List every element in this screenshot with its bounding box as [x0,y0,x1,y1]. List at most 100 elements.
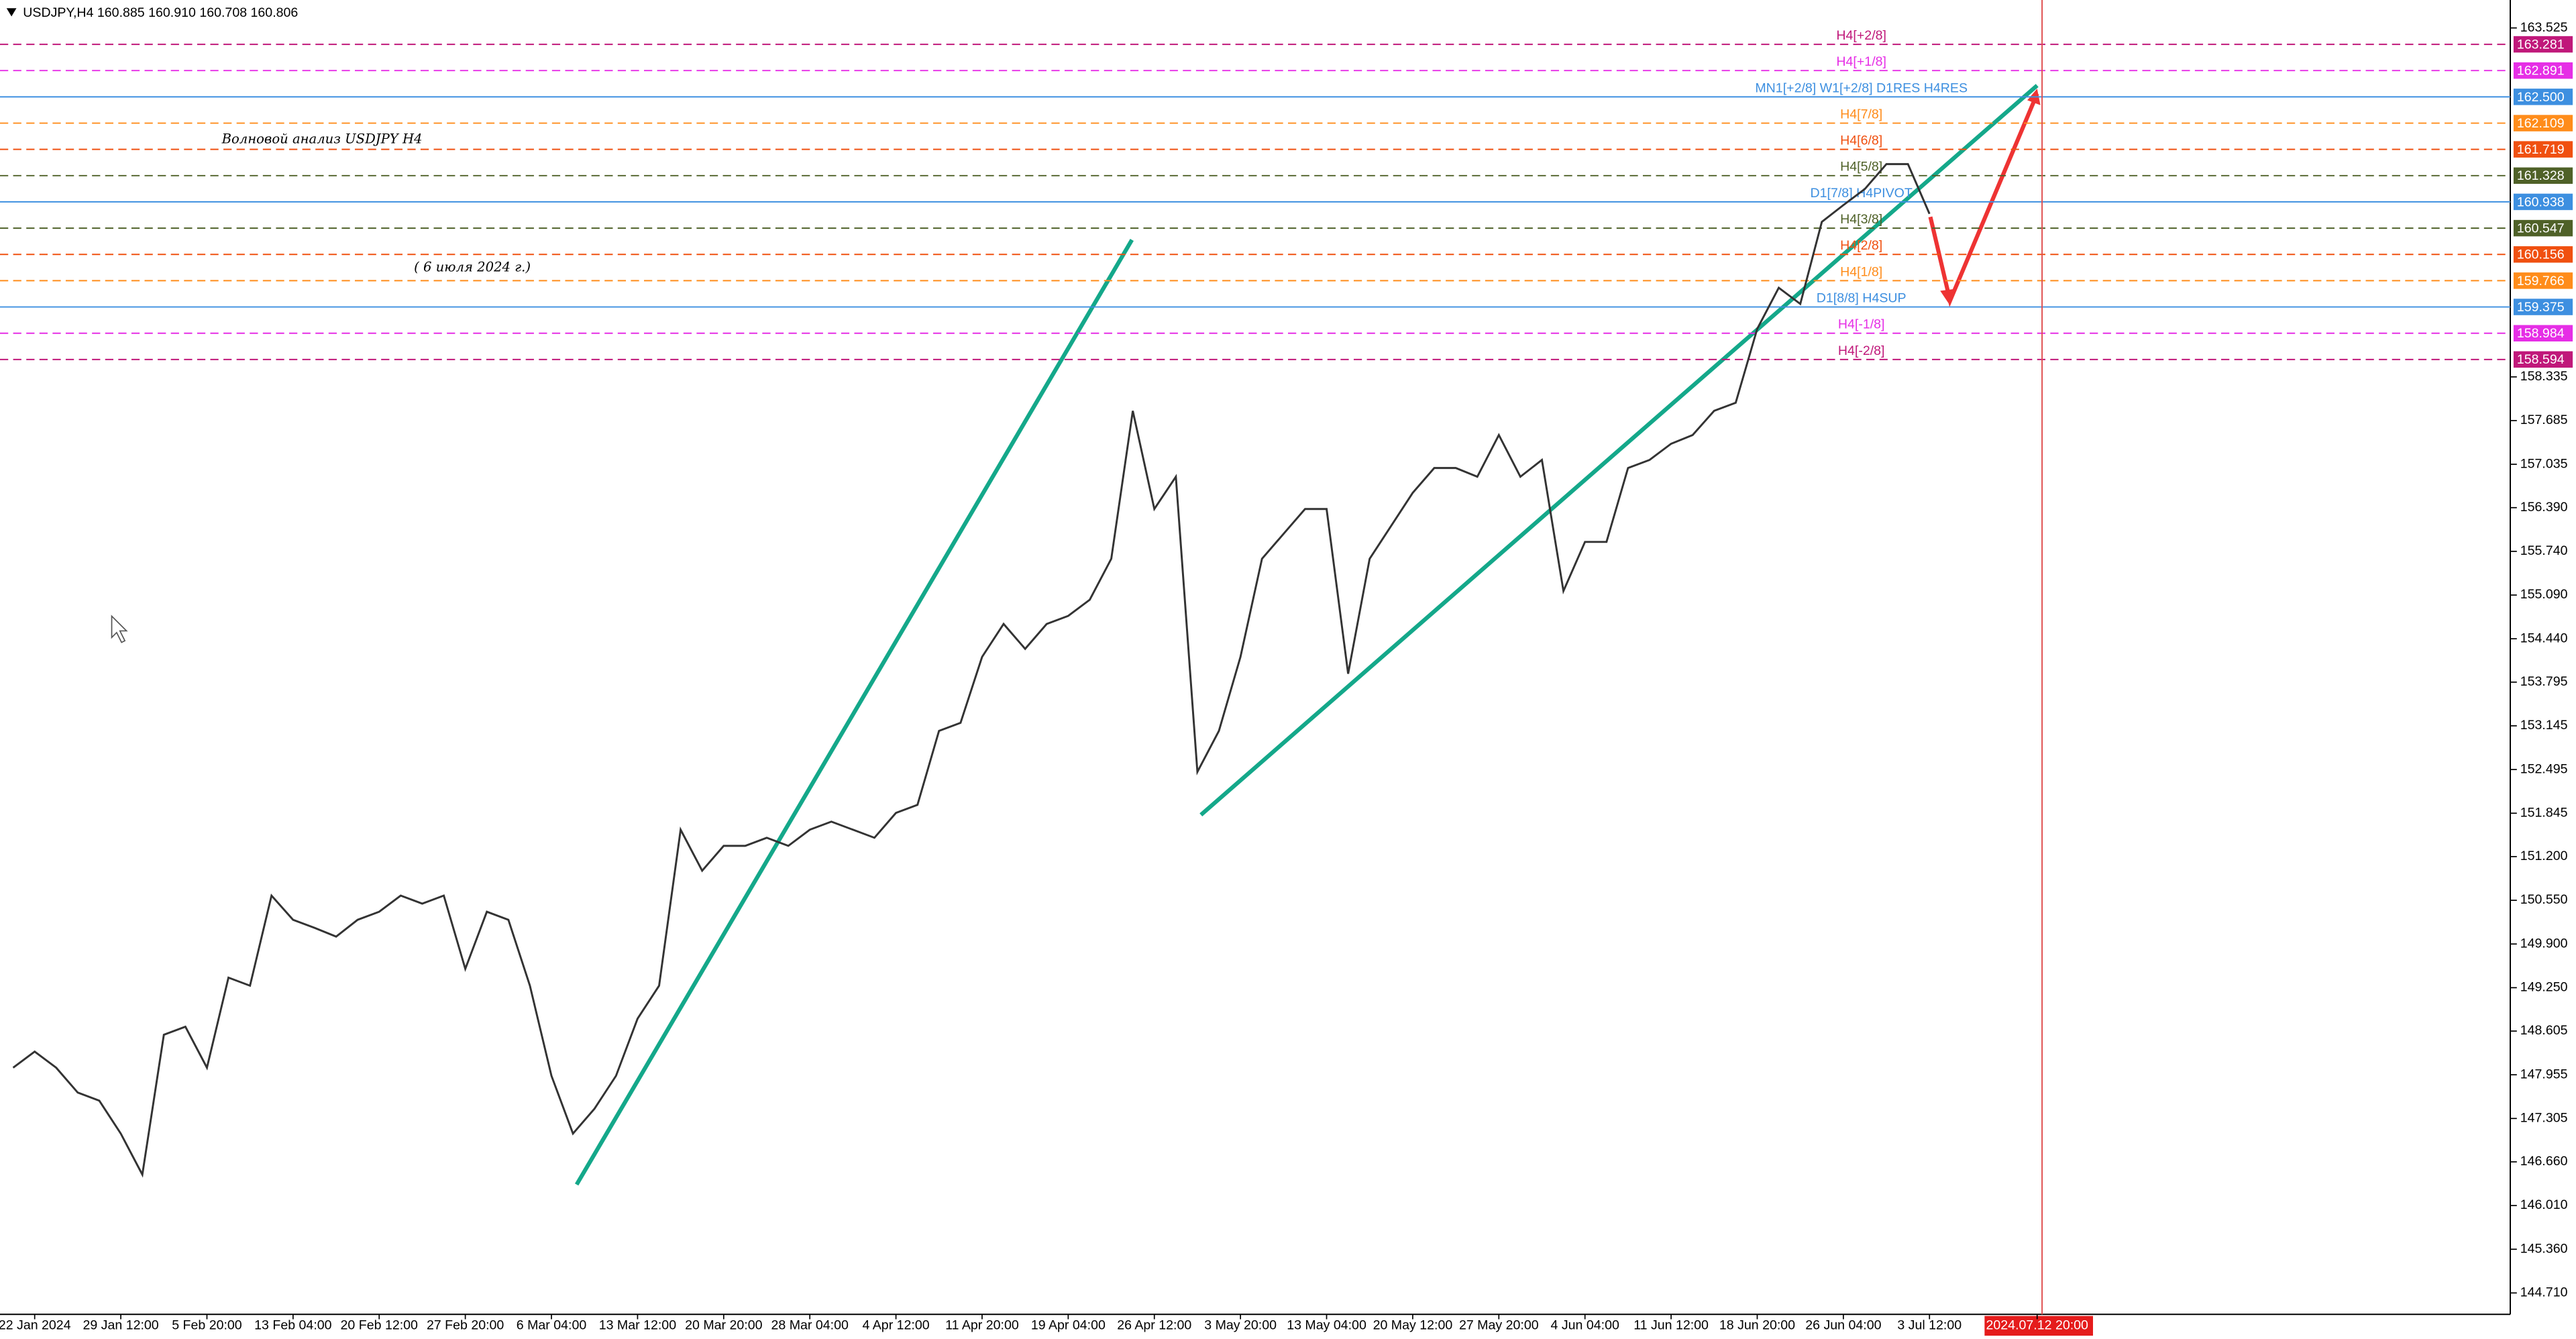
x-tick-label: 20 Mar 20:00 [685,1318,762,1333]
trend-line [1199,84,2039,817]
level-price-box [2513,325,2573,341]
levels: H4[+2/8] 163.281 H4[+1/8] 162.891 MN1[+2/8] … [0,28,2573,368]
level-price-label: 162.891 [2517,64,2565,78]
x-tick-label: 6 Mar 04:00 [517,1318,587,1333]
y-tick-label: 150.550 [2520,892,2568,907]
level-price-box [2513,62,2573,79]
y-tick-label: 157.685 [2520,413,2568,427]
y-tick-label: 146.660 [2520,1154,2568,1169]
y-tick-label: 147.955 [2520,1067,2568,1081]
level-name: H4[-1/8] [1838,317,1885,332]
y-tick-label: 145.360 [2520,1241,2568,1256]
level-price-label: 160.156 [2517,248,2565,262]
level-price-box [2513,193,2573,211]
level-name: H4[1/8] [1840,264,1882,279]
y-tick-label: 154.440 [2520,631,2568,645]
level-price-label: 160.547 [2517,221,2565,235]
x-tick-label: 13 May 04:00 [1287,1318,1366,1333]
level-price-box [2513,141,2573,158]
y-tick-label: 151.845 [2520,805,2568,820]
arrow-head [1940,289,1953,306]
chart-title: Волновой анализ USDJPY H4 [221,131,423,147]
y-tick-label: 151.200 [2520,849,2568,863]
level-price-box [2513,219,2573,237]
level-price-box [2513,299,2573,315]
level-name: H4[6/8] [1840,133,1882,148]
y-tick-label: 148.605 [2520,1023,2568,1038]
level-name: H4[2/8] [1840,238,1882,253]
y-tick-label: 153.795 [2520,674,2568,689]
symbol-header: USDJPY,H4 160.885 160.910 160.708 160.80… [23,5,298,20]
x-tick-label: 20 Feb 12:00 [341,1318,418,1333]
y-tick-label: 152.495 [2520,761,2568,776]
x-tick-label: 26 Jun 04:00 [1805,1318,1881,1333]
level-name: D1[8/8] H4SUP [1817,290,1907,305]
x-tick-label: 18 Jun 20:00 [1719,1318,1795,1333]
trend-line [574,239,1134,1186]
level-price-label: 162.500 [2517,90,2565,105]
level-name: MN1[+2/8] W1[+2/8] D1RES H4RES [1755,81,1968,95]
level-price-box [2513,246,2573,263]
y-tick-label: 155.090 [2520,587,2568,602]
y-tick-label: 157.035 [2520,456,2568,471]
level-price-box [2513,272,2573,289]
level-name: H4[+1/8] [1836,54,1886,69]
y-tick-label: 146.010 [2520,1197,2568,1212]
level-name: H4[+2/8] [1836,28,1886,43]
trend-lines [574,84,2041,1186]
x-tick-label: 19 Apr 04:00 [1031,1318,1106,1333]
x-tick-label: 26 Apr 12:00 [1117,1318,1191,1333]
chart-subtitle: ( 6 июля 2024 г.) [414,260,531,275]
y-tick-label: 149.250 [2520,980,2568,995]
level-name: H4[-2/8] [1838,343,1885,358]
x-tick-label: 4 Jun 04:00 [1551,1318,1619,1333]
y-tick-label: 153.145 [2520,718,2568,733]
level-price-label: 161.328 [2517,168,2565,183]
x-tick-label: 27 May 20:00 [1459,1318,1539,1333]
y-tick-label: 144.710 [2520,1285,2568,1300]
level-name: H4[3/8] [1840,212,1882,227]
x-tick-label: 2024.07.12 20:00 [1986,1318,2089,1333]
level-price-label: 163.281 [2517,37,2565,52]
x-tick-label: 20 May 12:00 [1373,1318,1453,1333]
price-line [12,163,1931,1178]
mouse-cursor [111,614,128,643]
x-tick-label: 11 Jun 12:00 [1633,1318,1709,1333]
level-name: D1[7/8] H4PIVOT [1811,186,1913,201]
level-price-label: 162.109 [2517,116,2565,131]
x-tick-label: 22 Jan 2024 [0,1318,71,1333]
level-price-label: 161.719 [2517,142,2565,157]
level-price-label: 158.984 [2517,326,2565,341]
level-name: H4[5/8] [1840,160,1882,174]
x-tick-label: 29 Jan 12:00 [83,1318,158,1333]
x-tick-label: 11 Apr 20:00 [945,1318,1019,1333]
level-price-box [2513,351,2573,368]
level-name: H4[7/8] [1840,107,1882,121]
level-price-label: 160.938 [2517,195,2565,209]
x-tick-label: 27 Feb 20:00 [427,1318,504,1333]
y-tick-label: 158.335 [2520,369,2568,384]
y-tick-label: 155.740 [2520,543,2568,558]
x-tick-label: 4 Apr 12:00 [863,1318,930,1333]
level-price-label: 159.375 [2517,300,2565,315]
y-tick-label: 163.525 [2520,20,2568,35]
level-price-box [2513,89,2573,105]
x-tick-label: 3 Jul 12:00 [1897,1318,1962,1333]
x-tick-label: 3 May 20:00 [1204,1318,1277,1333]
future-label-box [1984,1316,2093,1336]
level-price-box [2513,36,2573,53]
y-tick-label: 147.305 [2520,1110,2568,1125]
level-price-box [2513,115,2573,131]
y-tick-label: 149.900 [2520,936,2568,951]
x-tick-label: 28 Mar 04:00 [771,1318,849,1333]
level-price-label: 158.594 [2517,352,2565,367]
level-price-box [2513,167,2573,184]
level-price-label: 159.766 [2517,274,2565,288]
x-tick-label: 13 Mar 12:00 [599,1318,676,1333]
y-tick-label: 156.390 [2520,500,2568,515]
x-tick-label: 5 Feb 20:00 [172,1318,242,1333]
x-tick-label: 13 Feb 04:00 [254,1318,331,1333]
header-icon [6,8,17,17]
